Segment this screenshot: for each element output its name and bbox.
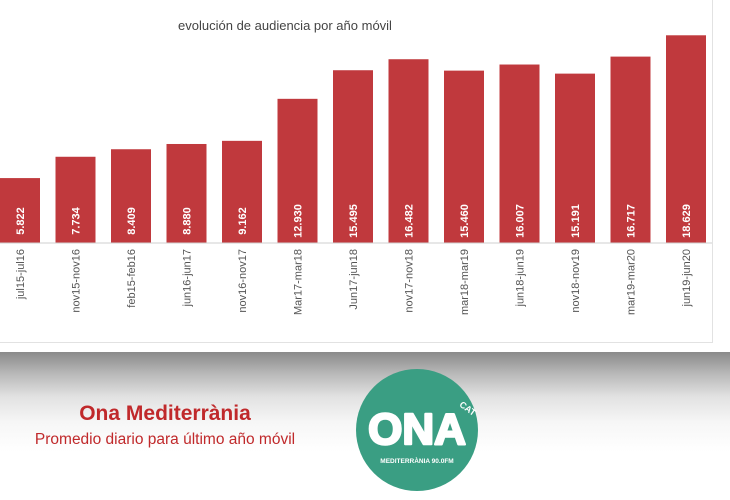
- x-tick-label: jun16-jun17: [182, 249, 194, 308]
- bar-value-label: 5.822: [15, 207, 27, 235]
- ona-logo: ONA CAT MEDITERRÀNIA 90.0FM: [356, 369, 478, 491]
- x-tick-label: feb15-feb16: [126, 249, 138, 308]
- x-tick-label: jun19-jun20: [681, 249, 693, 308]
- bar-11: [610, 56, 651, 243]
- bar-4: [222, 140, 262, 243]
- logo-wordmark: ONA: [368, 405, 466, 454]
- bar-value-label: 18.629: [681, 204, 693, 238]
- x-tick-label: mar18-mar19: [459, 249, 471, 315]
- bar-6: [333, 70, 373, 244]
- x-tick-label: mar19-mar20: [626, 249, 638, 315]
- bar-8: [444, 70, 484, 243]
- x-tick-label: jun18-jun19: [515, 249, 527, 308]
- station-name: Ona Mediterrània: [79, 402, 251, 425]
- bar-12: [666, 35, 706, 243]
- logo-disc: [356, 369, 478, 491]
- bar-2: [111, 149, 151, 243]
- chart-panel: evolución de audiencia por año móvil 5.8…: [0, 0, 713, 343]
- x-tick-label: nov16-nov17: [237, 249, 249, 313]
- bar-7: [388, 59, 429, 243]
- bar-10: [555, 73, 595, 243]
- bar-value-label: 15.495: [348, 204, 360, 238]
- bar-value-label: 15.460: [459, 204, 471, 238]
- chart-title: evolución de audiencia por año móvil: [178, 18, 392, 33]
- bar-value-label: 15.191: [570, 204, 582, 238]
- bar-value-label: 8.409: [126, 207, 138, 235]
- bar-9: [499, 64, 540, 244]
- x-tick-label: Jun17-jun18: [348, 249, 360, 310]
- x-tick-label: nov15-nov16: [71, 249, 83, 313]
- bar-value-label: 16.482: [404, 204, 416, 238]
- bar-1: [55, 156, 96, 243]
- bar-3: [166, 143, 207, 243]
- logo-tagline: MEDITERRÀNIA 90.0FM: [380, 456, 453, 465]
- bar-value-label: 8.880: [182, 207, 194, 235]
- bar-value-label: 16.717: [626, 204, 638, 238]
- x-tick-label: nov18-nov19: [570, 249, 582, 313]
- bar-5: [277, 98, 318, 243]
- bar-chart: evolución de audiencia por año móvil 5.8…: [0, 18, 712, 315]
- station-subtitle: Promedio diario para último año móvil: [34, 431, 296, 448]
- x-tick-label: nov17-nov18: [404, 249, 416, 313]
- x-tick-label: jul15-jul16: [15, 249, 27, 300]
- bar-value-label: 12.930: [293, 204, 305, 238]
- bar-value-label: 7.734: [71, 206, 83, 234]
- bar-value-label: 9.162: [237, 207, 249, 235]
- bar-value-label: 16.007: [515, 204, 527, 238]
- x-tick-label: Mar17-mar18: [293, 249, 305, 315]
- bar-0: [0, 178, 40, 243]
